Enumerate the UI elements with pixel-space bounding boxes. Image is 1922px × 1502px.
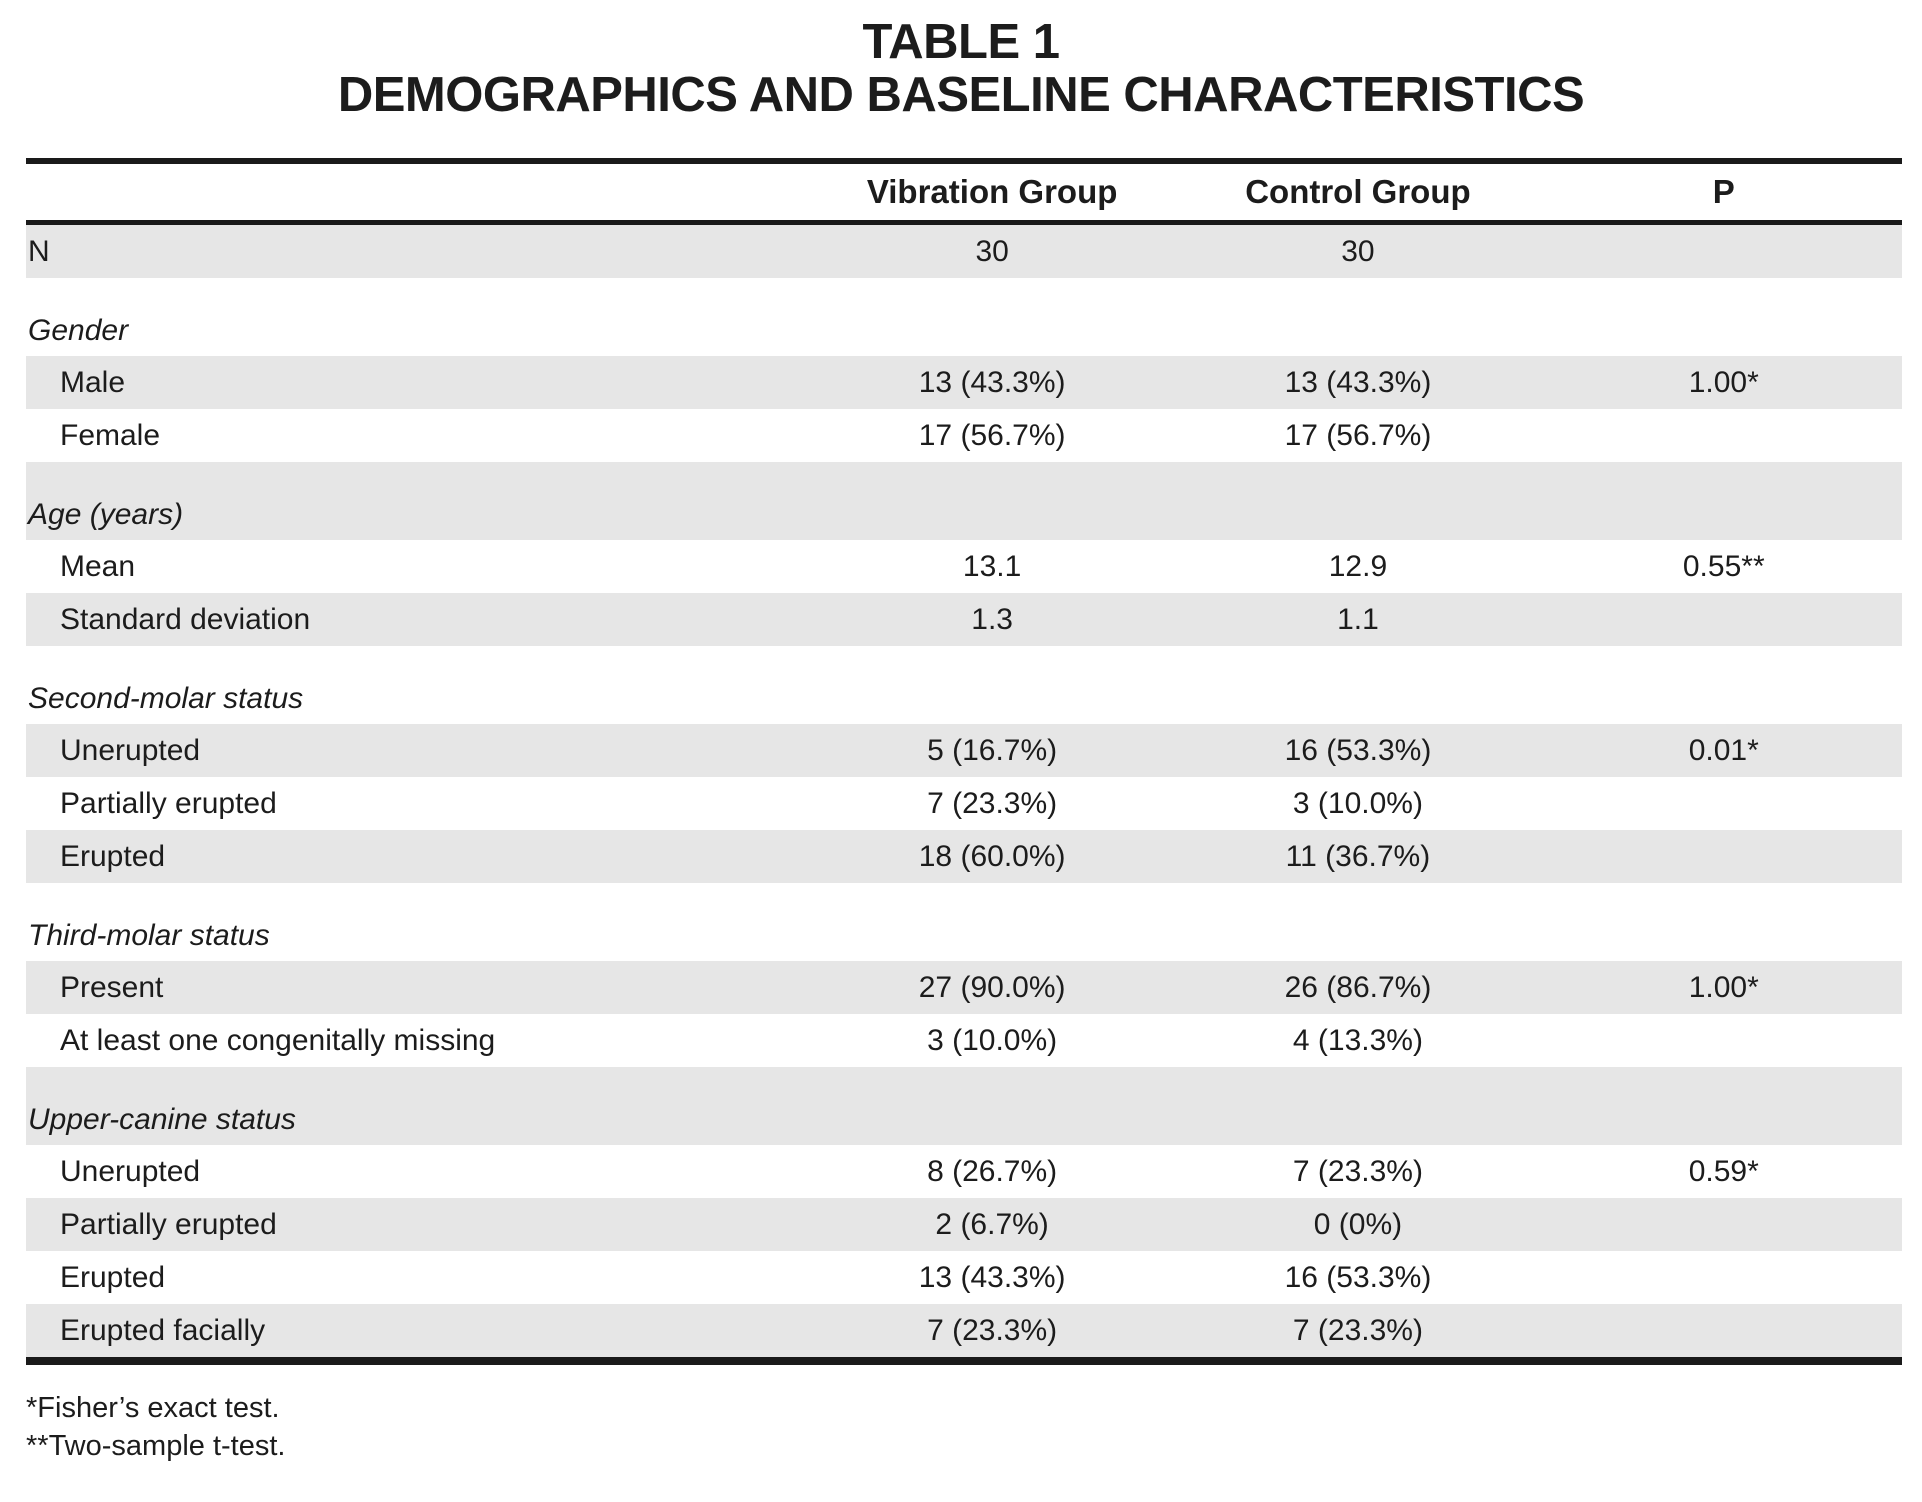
table-row-upper-canine-unerupted: Unerupted 8 (26.7%) 7 (23.3%) 0.59*: [26, 1145, 1902, 1198]
table-row-female: Female 17 (56.7%) 17 (56.7%): [26, 409, 1902, 462]
control-value: 1.1: [1337, 602, 1379, 636]
control-value: 30: [1341, 234, 1375, 268]
column-header-p: P: [1712, 173, 1735, 210]
p-value: 0.01*: [1688, 733, 1759, 767]
column-header-vibration-group: Vibration Group: [866, 173, 1118, 210]
table-row-upper-canine-erupted: Erupted 13 (43.3%) 16 (53.3%): [26, 1251, 1902, 1304]
vibration-value: 13.1: [962, 549, 1022, 583]
p-value: 0.59*: [1688, 1154, 1759, 1188]
control-value: 13 (43.3%): [1284, 365, 1432, 399]
vibration-value: 18 (60.0%): [918, 839, 1066, 873]
table-title: TABLE 1 DEMOGRAPHICS AND BASELINE CHARAC…: [0, 0, 1922, 122]
control-value: 26 (86.7%): [1284, 970, 1432, 1004]
table-row-second-molar-unerupted: Unerupted 5 (16.7%) 16 (53.3%) 0.01*: [26, 724, 1902, 777]
section-label: Upper-canine status: [28, 1103, 296, 1136]
vibration-value: 2 (6.7%): [935, 1207, 1049, 1241]
table-row-upper-canine-partially-erupted: Partially erupted 2 (6.7%) 0 (0%): [26, 1198, 1902, 1251]
vibration-value: 30: [975, 234, 1009, 268]
p-value: 1.00*: [1688, 970, 1759, 1004]
top-rule: [26, 158, 1902, 164]
section-header-gender: Gender: [26, 278, 1902, 356]
table-row-upper-canine-erupted-facially: Erupted facially 7 (23.3%) 7 (23.3%): [26, 1304, 1902, 1357]
vibration-value: 5 (16.7%): [927, 733, 1058, 767]
vibration-value: 1.3: [971, 602, 1013, 636]
section-label: Gender: [28, 314, 129, 347]
control-value: 11 (36.7%): [1285, 839, 1431, 873]
bottom-rule: [26, 1357, 1902, 1365]
section-header-third-molar: Third-molar status: [26, 883, 1902, 961]
section-header-upper-canine: Upper-canine status: [26, 1067, 1902, 1145]
column-header-control-group: Control Group: [1245, 173, 1471, 210]
row-label: Unerupted: [60, 1154, 201, 1188]
vibration-value: 7 (23.3%): [927, 786, 1058, 820]
vibration-value: 17 (56.7%): [918, 418, 1066, 452]
control-value: 3 (10.0%): [1292, 786, 1423, 820]
control-value: 12.9: [1328, 549, 1388, 583]
row-label: Standard deviation: [60, 602, 311, 636]
vibration-value: 8 (26.7%): [927, 1154, 1058, 1188]
row-label: Erupted: [60, 1260, 166, 1294]
footnotes: *Fisher’s exact test. **Two-sample t-tes…: [26, 1389, 1922, 1465]
control-value: 16 (53.3%): [1284, 1260, 1432, 1294]
control-value: 4 (13.3%): [1292, 1023, 1423, 1057]
vibration-value: 13 (43.3%): [918, 1260, 1066, 1294]
table-row-n: N 30 30: [26, 225, 1902, 278]
footnote-fishers-test: *Fisher’s exact test.: [26, 1392, 280, 1424]
row-label: Unerupted: [60, 733, 201, 767]
table-row-standard-deviation: Standard deviation 1.3 1.1: [26, 593, 1902, 646]
row-label: Mean: [60, 549, 136, 583]
row-label: Erupted: [60, 839, 166, 873]
vibration-value: 27 (90.0%): [918, 970, 1066, 1004]
footnote-t-test: **Two-sample t-test.: [26, 1430, 286, 1462]
vibration-value: 7 (23.3%): [927, 1313, 1058, 1347]
control-value: 7 (23.3%): [1292, 1154, 1423, 1188]
section-header-age: Age (years): [26, 462, 1902, 540]
row-label: Partially erupted: [60, 1207, 277, 1241]
table-caption: DEMOGRAPHICS AND BASELINE CHARACTERISTIC…: [337, 68, 1585, 122]
table-row-male: Male 13 (43.3%) 13 (43.3%) 1.00*: [26, 356, 1902, 409]
header-rule: [26, 220, 1902, 225]
vibration-value: 13 (43.3%): [918, 365, 1066, 399]
control-value: 7 (23.3%): [1292, 1313, 1423, 1347]
row-label: Present: [60, 970, 164, 1004]
row-label: Female: [60, 418, 161, 452]
row-label: At least one congenitally missing: [60, 1023, 496, 1057]
table-row-second-molar-partially-erupted: Partially erupted 7 (23.3%) 3 (10.0%): [26, 777, 1902, 830]
section-header-second-molar: Second-molar status: [26, 646, 1902, 724]
vibration-value: 3 (10.0%): [927, 1023, 1058, 1057]
p-value: 1.00*: [1688, 365, 1759, 399]
row-label: Male: [60, 365, 126, 399]
header-row: Vibration Group Control Group P: [26, 164, 1902, 220]
demographics-table: Vibration Group Control Group P N 30 30 …: [26, 158, 1902, 1365]
control-value: 16 (53.3%): [1284, 733, 1432, 767]
row-label: N: [28, 234, 50, 268]
section-label: Age (years): [28, 498, 184, 531]
table-number: TABLE 1: [862, 15, 1060, 69]
table-row-third-molar-missing: At least one congenitally missing 3 (10.…: [26, 1014, 1902, 1067]
table-row-mean: Mean 13.1 12.9 0.55**: [26, 540, 1902, 593]
section-label: Second-molar status: [28, 682, 304, 715]
table-row-third-molar-present: Present 27 (90.0%) 26 (86.7%) 1.00*: [26, 961, 1902, 1014]
control-value: 17 (56.7%): [1284, 418, 1432, 452]
row-label: Erupted facially: [60, 1313, 266, 1347]
control-value: 0 (0%): [1313, 1207, 1403, 1241]
row-label: Partially erupted: [60, 786, 277, 820]
table-row-second-molar-erupted: Erupted 18 (60.0%) 11 (36.7%): [26, 830, 1902, 883]
section-label: Third-molar status: [28, 919, 270, 952]
p-value: 0.55**: [1682, 549, 1765, 583]
